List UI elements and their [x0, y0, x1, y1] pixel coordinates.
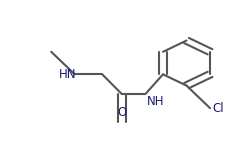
Text: HN: HN	[59, 68, 76, 81]
Text: NH: NH	[146, 95, 164, 108]
Text: O: O	[117, 106, 126, 119]
Text: Cl: Cl	[211, 102, 223, 115]
